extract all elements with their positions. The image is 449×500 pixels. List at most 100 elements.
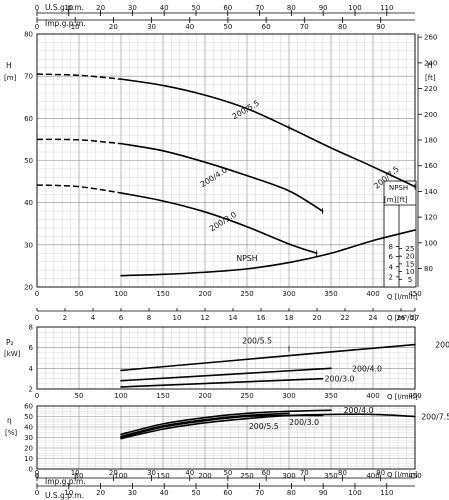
bottom-impgpm-tick-label: 0 bbox=[35, 469, 39, 477]
top-usgpm-tick-label: 100 bbox=[348, 4, 361, 12]
bottom-usgpm-tick-label: 60 bbox=[223, 489, 232, 497]
power-y-unit: [kW] bbox=[4, 350, 21, 358]
eff-curve-label: 200/4.0 bbox=[344, 406, 374, 415]
top-usgpm-tick-label: 60 bbox=[223, 4, 232, 12]
npsh-ft-tick-label: 25 bbox=[406, 245, 415, 253]
bottom-impgpm-tick-label: 30 bbox=[147, 469, 156, 477]
bottom-impgpm-tick-label: 90 bbox=[376, 469, 385, 477]
head-curve-200-5-5-dashed bbox=[36, 73, 122, 80]
head-m3h-tick-label: 22 bbox=[341, 314, 350, 322]
bottom-usgpm-tick-label: 40 bbox=[160, 489, 169, 497]
top-impgpm-tick-label: 70 bbox=[300, 23, 309, 31]
head-xtick-lmin-label: 50 bbox=[75, 290, 84, 298]
eff-ytick-label: 0 bbox=[29, 466, 33, 474]
eff-xtick-label: 350 bbox=[324, 472, 337, 480]
text-layer: U.S.g.p.m. Imp.g.p.m. H [m] H [ft] Q [l/… bbox=[4, 3, 449, 500]
eff-x-label: Q [l/min] bbox=[387, 471, 418, 479]
npsh-unit-m: [m] bbox=[384, 196, 397, 204]
bottom-usgpm-tick-label: 110 bbox=[380, 489, 393, 497]
eff-ytick-label: 10 bbox=[24, 455, 33, 463]
power-ytick-label: 8 bbox=[29, 324, 33, 332]
head-m3h-tick-label: 4 bbox=[91, 314, 96, 322]
bottom-impgpm-tick-label: 20 bbox=[109, 469, 118, 477]
head-curve-200-5-5 bbox=[120, 78, 416, 188]
power-curve-label: 200/5.5 bbox=[242, 337, 272, 346]
power-ytick-label: 2 bbox=[29, 386, 33, 394]
bottom-usgpm-tick-label: 100 bbox=[348, 489, 361, 497]
bottom-impgpm-label: Imp.g.p.m. bbox=[45, 477, 86, 486]
power-xtick-label: 150 bbox=[156, 392, 169, 400]
power-x-label: Q [l/min] bbox=[387, 393, 418, 401]
head-m3h-tick-label: 6 bbox=[119, 314, 124, 322]
power-curve-200-4-0 bbox=[120, 367, 332, 382]
top-usgpm-tick-label: 50 bbox=[192, 4, 201, 12]
head-curve-200-3-0 bbox=[120, 192, 318, 255]
grid-layer bbox=[36, 33, 416, 470]
power-xtick-label: 50 bbox=[75, 392, 84, 400]
head-ft-tick-label: 200 bbox=[424, 111, 437, 119]
top-usgpm-tick-label: 20 bbox=[96, 4, 105, 12]
eff-frame bbox=[36, 405, 416, 470]
top-usgpm-tick-label: 90 bbox=[319, 4, 328, 12]
eff-xtick-label: 250 bbox=[240, 472, 253, 480]
head-m3h-tick-label: 24 bbox=[369, 314, 378, 322]
power-xtick-label: 300 bbox=[282, 392, 295, 400]
power-frame bbox=[36, 326, 416, 390]
head-xtick-lmin-label: 450 bbox=[408, 290, 421, 298]
head-ytick-label: 40 bbox=[24, 199, 33, 207]
power-curve-label: 200/7.5 bbox=[435, 341, 449, 350]
eff-xtick-label: 400 bbox=[366, 472, 379, 480]
head-ft-tick-label: 120 bbox=[424, 214, 437, 222]
npsh-m-tick-label: 2 bbox=[389, 273, 393, 281]
bottom-usgpm-label: U.S.g.p.m. bbox=[45, 491, 84, 500]
head-xtick-lmin-label: 300 bbox=[282, 290, 295, 298]
bottom-usgpm-tick-label: 10 bbox=[64, 489, 73, 497]
top-impgpm-tick-label: 20 bbox=[109, 23, 118, 31]
head-xtick-lmin-label: 400 bbox=[366, 290, 379, 298]
head-m3h-tick-label: 10 bbox=[173, 314, 182, 322]
npsh-curve bbox=[120, 229, 416, 277]
top-impgpm-tick-label: 40 bbox=[185, 23, 194, 31]
head-m3h-tick-label: 12 bbox=[201, 314, 210, 322]
eff-xtick-label: 50 bbox=[75, 472, 84, 480]
head-xtick-lmin-label: 200 bbox=[198, 290, 211, 298]
bottom-usgpm-tick-label: 70 bbox=[255, 489, 264, 497]
bottom-impgpm-tick-label: 10 bbox=[71, 469, 80, 477]
eff-curve-200-7-5 bbox=[120, 413, 416, 440]
bottom-usgpm-tick-label: 20 bbox=[96, 489, 105, 497]
eff-ytick-label: 60 bbox=[24, 403, 33, 411]
power-xtick-label: 450 bbox=[408, 392, 421, 400]
npsh-unit-ft: [ft] bbox=[397, 196, 408, 204]
head-xtick-lmin-label: 350 bbox=[324, 290, 337, 298]
eff-xtick-label: 0 bbox=[35, 472, 39, 480]
top-impgpm-tick-label: 50 bbox=[223, 23, 232, 31]
top-impgpm-tick-label: 0 bbox=[35, 23, 39, 31]
power-curve-label: 200/4.0 bbox=[352, 364, 382, 373]
eff-xtick-label: 150 bbox=[156, 472, 169, 480]
head-m3h-tick-label: 18 bbox=[285, 314, 294, 322]
head-y-right-unit: [ft] bbox=[425, 74, 436, 82]
npsh-ft-tick-label: 20 bbox=[406, 253, 415, 261]
eff-ytick-label: 50 bbox=[24, 413, 33, 421]
bottom-impgpm-tick-label: 40 bbox=[185, 469, 194, 477]
head-ytick-label: 60 bbox=[24, 115, 33, 123]
series-layer bbox=[36, 73, 416, 440]
top-usgpm-tick-label: 0 bbox=[35, 4, 39, 12]
npsh-m-tick-label: 4 bbox=[389, 263, 394, 271]
eff-curve-200-5-5 bbox=[120, 412, 290, 438]
eff-xtick-label: 200 bbox=[198, 472, 211, 480]
top-usgpm-tick-label: 40 bbox=[160, 4, 169, 12]
head-m3h-tick-label: 27 bbox=[411, 314, 420, 322]
head-curve-200-4-0 bbox=[120, 142, 324, 212]
eff-curve-200-4-0 bbox=[120, 409, 332, 436]
eff-ytick-label: 30 bbox=[24, 434, 33, 442]
top-usgpm-tick-label: 10 bbox=[64, 4, 73, 12]
head-y-right-label: H bbox=[427, 61, 433, 70]
head-x-label-m3h: Q [m³/h] bbox=[387, 314, 417, 322]
eff-curve-200-3-0 bbox=[120, 414, 324, 439]
eff-curve-label: 200/3.0 bbox=[289, 418, 319, 427]
head-x-label-lmin: Q [l/min] bbox=[387, 293, 418, 301]
eff-y-unit: [%] bbox=[5, 429, 17, 437]
bottom-usgpm-tick-label: 90 bbox=[319, 489, 328, 497]
